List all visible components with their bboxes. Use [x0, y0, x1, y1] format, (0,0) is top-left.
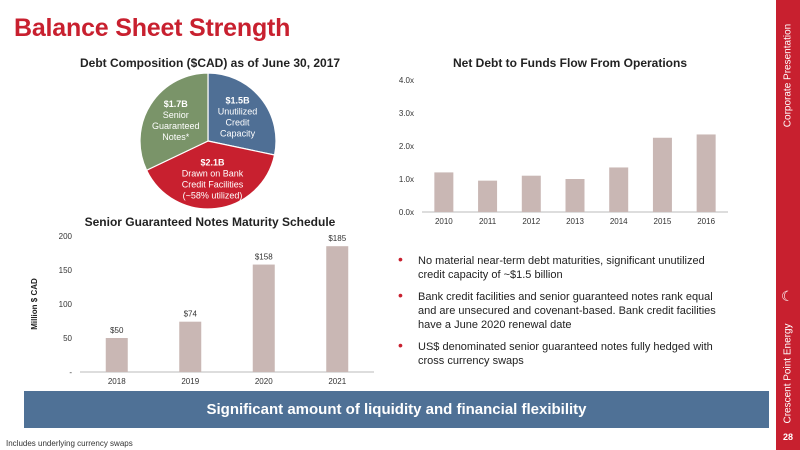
- x-tick-label: 2018: [108, 377, 126, 386]
- key-points-list: • No material near-term debt maturities, …: [396, 251, 726, 376]
- bar: [696, 134, 716, 212]
- pie-slice-label: $1.5B: [226, 96, 251, 106]
- pie-slice-label: Senior: [163, 110, 189, 120]
- x-tick-label: 2015: [654, 217, 672, 226]
- y-axis-label: Million $ CAD: [30, 278, 39, 330]
- y-tick-label: 1.0x: [399, 175, 414, 184]
- bar-data-label: $158: [255, 253, 273, 262]
- bar-data-label: $74: [184, 310, 198, 319]
- pie-slice: [207, 72, 277, 156]
- bar-data-label: $185: [328, 234, 346, 243]
- pie-slice: [139, 72, 209, 172]
- y-tick-label: 4.0x: [399, 76, 414, 85]
- y-tick-label: 2.0x: [399, 142, 414, 151]
- pie-slice-label: Guaranteed: [152, 121, 200, 131]
- bullet-item: • US$ denominated senior guaranteed notes…: [396, 337, 726, 368]
- net-debt-chart-title: Net Debt to Funds Flow From Operations: [453, 56, 687, 70]
- page-number: 28: [782, 432, 793, 442]
- x-tick-label: 2012: [522, 217, 540, 226]
- bar: [105, 338, 128, 372]
- pie-slice-label: Credit: [226, 118, 251, 128]
- bar: [478, 180, 498, 212]
- maturity-chart-title: Senior Guaranteed Notes Maturity Schedul…: [84, 215, 336, 229]
- pie-slice-label: Drawn on Bank: [182, 168, 244, 178]
- bar: [434, 172, 454, 212]
- brand-sidebar: Corporate Presentation ☾ Crescent Point …: [776, 0, 800, 450]
- bullet-icon: •: [398, 251, 403, 267]
- x-tick-label: 2011: [479, 217, 497, 226]
- x-tick-label: 2010: [435, 217, 453, 226]
- pie-slice-label: $2.1B: [200, 157, 225, 167]
- pie-slice-label: Notes*: [162, 132, 190, 142]
- bar: [326, 246, 349, 372]
- page-title: Balance Sheet Strength: [14, 14, 291, 42]
- liquidity-banner: Significant amount of liquidity and fina…: [24, 391, 769, 428]
- net-debt-bar-chart: 0.0x 1.0x 2.0x 3.0x 4.0x 2010 2011 2012 2013 2014…: [399, 76, 728, 226]
- y-tick-label: 150: [59, 266, 73, 275]
- bullet-icon: •: [398, 337, 403, 353]
- bullet-item: • Bank credit facilities and senior guara…: [396, 287, 726, 332]
- x-tick-label: 2016: [697, 217, 715, 226]
- bullet-icon: •: [398, 287, 403, 303]
- bullet-text: No material near-term debt maturities, s…: [418, 255, 705, 281]
- y-tick-label: 0.0x: [399, 208, 414, 217]
- bar: [252, 264, 275, 372]
- bar: [179, 321, 202, 372]
- footnote: Includes underlying currency swaps: [6, 439, 133, 448]
- bar: [609, 167, 629, 212]
- bar: [565, 179, 585, 212]
- x-tick-label: 2019: [181, 377, 199, 386]
- debt-composition-chart-title: Debt Composition ($CAD) as of June 30, 2…: [80, 56, 341, 70]
- x-tick-label: 2014: [610, 217, 628, 226]
- pie-slice-label: Credit Facilities: [182, 179, 244, 189]
- sidebar-company-label: Crescent Point Energy: [782, 323, 794, 424]
- sidebar-presentation-label: Corporate Presentation: [782, 23, 794, 128]
- pie-slice-label: $1.7B: [164, 99, 189, 109]
- bullet-text: US$ denominated senior guaranteed notes …: [418, 341, 713, 367]
- bar: [652, 137, 672, 212]
- x-tick-label: 2021: [328, 377, 346, 386]
- y-tick-label: 200: [59, 232, 73, 241]
- y-tick-label: 100: [59, 300, 73, 309]
- y-tick-label: -: [69, 368, 72, 377]
- bullet-text: Bank credit facilities and senior guaran…: [418, 291, 716, 331]
- bullet-item: • No material near-term debt maturities, …: [396, 251, 726, 282]
- pie-slice-label: Unutilized: [218, 107, 258, 117]
- y-tick-label: 50: [63, 334, 72, 343]
- crescent-logo-icon: ☾: [781, 288, 794, 304]
- x-tick-label: 2013: [566, 217, 584, 226]
- y-tick-label: 3.0x: [399, 109, 414, 118]
- x-tick-label: 2020: [255, 377, 273, 386]
- bar-data-label: $50: [110, 326, 124, 335]
- pie-slice-label: (~58% utilized): [183, 190, 243, 200]
- pie-slice: [145, 140, 276, 210]
- maturity-bar-chart: - 50 100 150 200 2018 $50 2019 $74 2020 $158 2021 $1…: [30, 232, 374, 386]
- bar: [521, 175, 541, 212]
- pie-slice-label: Capacity: [220, 129, 256, 139]
